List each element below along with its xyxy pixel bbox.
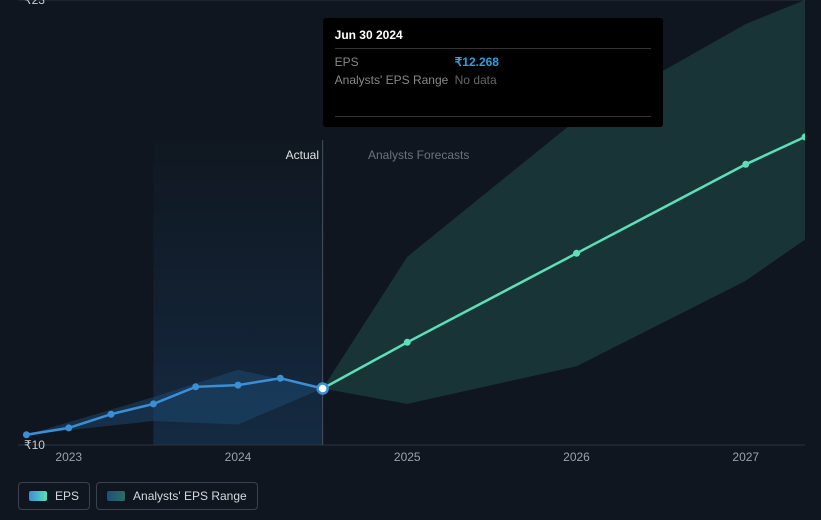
x-tick-label: 2023 [55,450,82,464]
tooltip-row: Analysts' EPS RangeNo data [335,71,651,89]
chart-tooltip: Jun 30 2024 EPS₹12.268Analysts' EPS Rang… [323,18,663,127]
x-tick-label: 2026 [563,450,590,464]
y-tick-label: ₹10 [24,438,45,452]
legend-swatch [107,491,125,501]
tooltip-row-value: ₹12.268 [455,55,499,69]
legend-item[interactable]: Analysts' EPS Range [96,482,258,510]
section-label-forecast: Analysts Forecasts [368,148,469,162]
tooltip-date: Jun 30 2024 [335,28,651,49]
tooltip-row: EPS₹12.268 [335,53,651,71]
tooltip-row-label: EPS [335,55,455,69]
x-tick-label: 2024 [225,450,252,464]
legend-swatch [29,491,47,501]
tooltip-row-label: Analysts' EPS Range [335,73,455,87]
legend-label: EPS [55,489,79,503]
x-tick-label: 2027 [732,450,759,464]
legend-item[interactable]: EPS [18,482,90,510]
tooltip-spacer [335,93,651,117]
tooltip-row-value: No data [455,73,497,87]
x-tick-label: 2025 [394,450,421,464]
eps-chart[interactable]: Actual Analysts Forecasts ₹10 ₹23 2023 202… [18,0,805,465]
section-label-actual: Actual [286,148,319,162]
chart-legend: EPS Analysts' EPS Range [18,482,258,510]
legend-label: Analysts' EPS Range [133,489,247,503]
y-tick-label: ₹23 [24,0,45,7]
